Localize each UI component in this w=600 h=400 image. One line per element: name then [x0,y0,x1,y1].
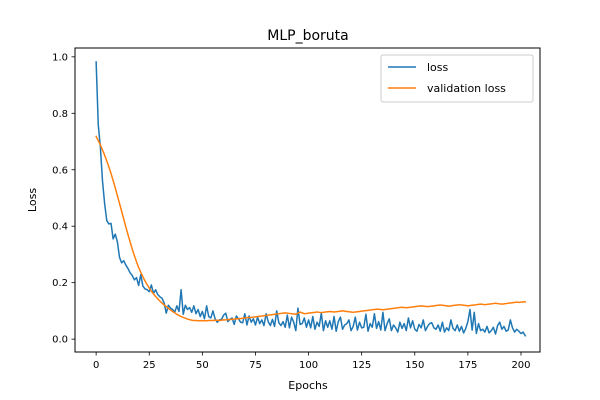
x-tick-label: 75 [249,360,262,371]
x-tick-label: 175 [458,360,477,371]
x-tick-label: 50 [196,360,209,371]
y-tick-label: 0.4 [52,222,68,233]
y-tick-label: 1.0 [52,52,68,63]
legend-label-validation-loss: validation loss [427,82,506,95]
series-lines [95,61,527,337]
x-tick-label: 0 [93,360,99,371]
x-tick-label: 125 [352,360,371,371]
legend-box [380,54,534,103]
x-axis-label: Epochs [288,379,328,392]
x-tick-label: 25 [143,360,156,371]
legend: loss validation loss [380,54,534,103]
y-tick-label: 0.2 [52,278,68,289]
x-axis: 0 25 50 75 100 125 150 175 200 [93,352,531,371]
y-tick-label: 0.0 [52,335,68,346]
y-axis-label: Loss [26,188,39,212]
x-tick-label: 150 [405,360,424,371]
y-axis: 0.0 0.2 0.4 0.6 0.8 1.0 [52,52,75,346]
x-tick-label: 200 [511,360,530,371]
axes-frame [74,47,541,353]
x-tick-label: 100 [299,360,318,371]
y-tick-label: 0.8 [52,109,68,120]
chart-title: MLP_boruta [267,28,348,44]
y-tick-label: 0.6 [52,165,68,176]
legend-label-loss: loss [427,61,449,74]
plot-area: 0 25 50 75 100 125 150 175 200 0.0 0.2 0.4 0.6 0.8 1.… [52,47,541,371]
series-line-validation-loss [95,135,526,322]
